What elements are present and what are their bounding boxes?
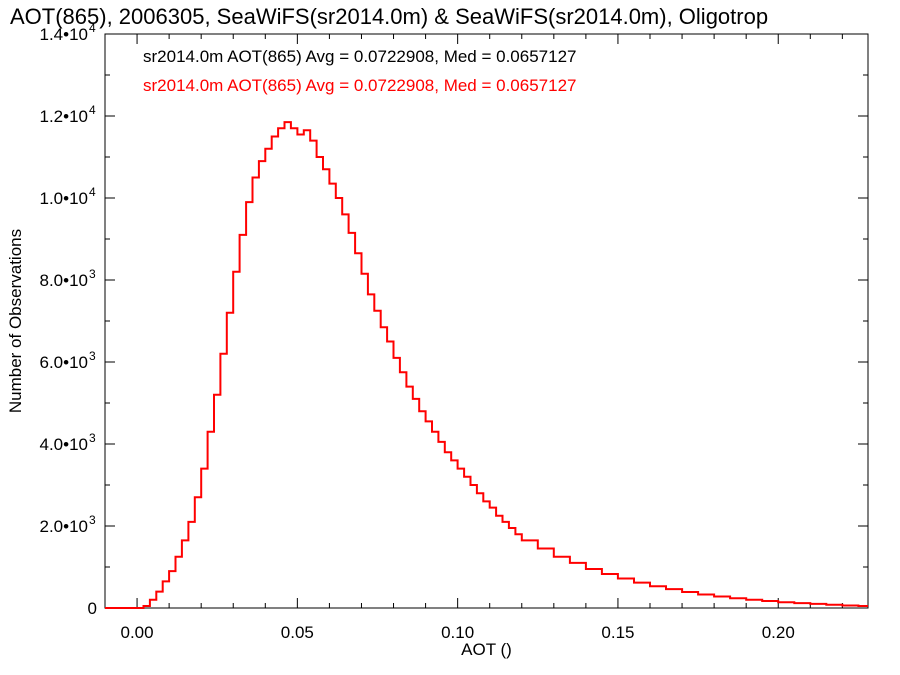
chart-title: AOT(865), 2006305, SeaWiFS(sr2014.0m) & …	[10, 4, 768, 29]
x-tick-label: 0.10	[441, 623, 474, 642]
x-tick-label: 0.00	[121, 623, 154, 642]
y-tick-label: 1.4•10	[40, 25, 89, 44]
legend-entry: sr2014.0m AOT(865) Avg = 0.0722908, Med …	[143, 76, 577, 95]
x-tick-label: 0.05	[281, 623, 314, 642]
x-axis-label: AOT ()	[461, 640, 512, 659]
y-tick-exponent: 4	[89, 21, 96, 35]
y-axis-label: Number of Observations	[6, 229, 25, 413]
y-tick-exponent: 3	[89, 431, 96, 445]
y-tick-exponent: 4	[89, 185, 96, 199]
x-tick-label: 0.20	[762, 623, 795, 642]
x-tick-label: 0.15	[601, 623, 634, 642]
y-axis: 02.0•10 34.0•10 36.0•10 38.0•10 31.0•10 41.2•…	[40, 21, 868, 618]
legend: sr2014.0m AOT(865) Avg = 0.0722908, Med …	[143, 47, 577, 95]
y-tick-label: 8.0•10	[40, 271, 89, 290]
y-tick-exponent: 3	[89, 349, 96, 363]
x-axis: 0.00 0.05 0.10 0.15 0.20	[104, 34, 843, 642]
legend-entry: sr2014.0m AOT(865) Avg = 0.0722908, Med …	[143, 47, 577, 66]
y-tick-label: 6.0•10	[40, 353, 89, 372]
plot-frame	[104, 33, 869, 609]
y-tick-exponent: 4	[89, 103, 96, 117]
y-tick-label: 1.0•10	[40, 189, 89, 208]
y-tick-label: 4.0•10	[40, 435, 89, 454]
y-tick-label: 1.2•10	[40, 107, 89, 126]
y-tick-exponent: 3	[89, 267, 96, 281]
y-tick-exponent: 3	[89, 513, 96, 527]
histogram-line	[105, 121, 868, 609]
y-tick-label: 0	[88, 599, 97, 618]
series	[105, 121, 868, 609]
y-tick-label: 2.0•10	[40, 517, 89, 536]
